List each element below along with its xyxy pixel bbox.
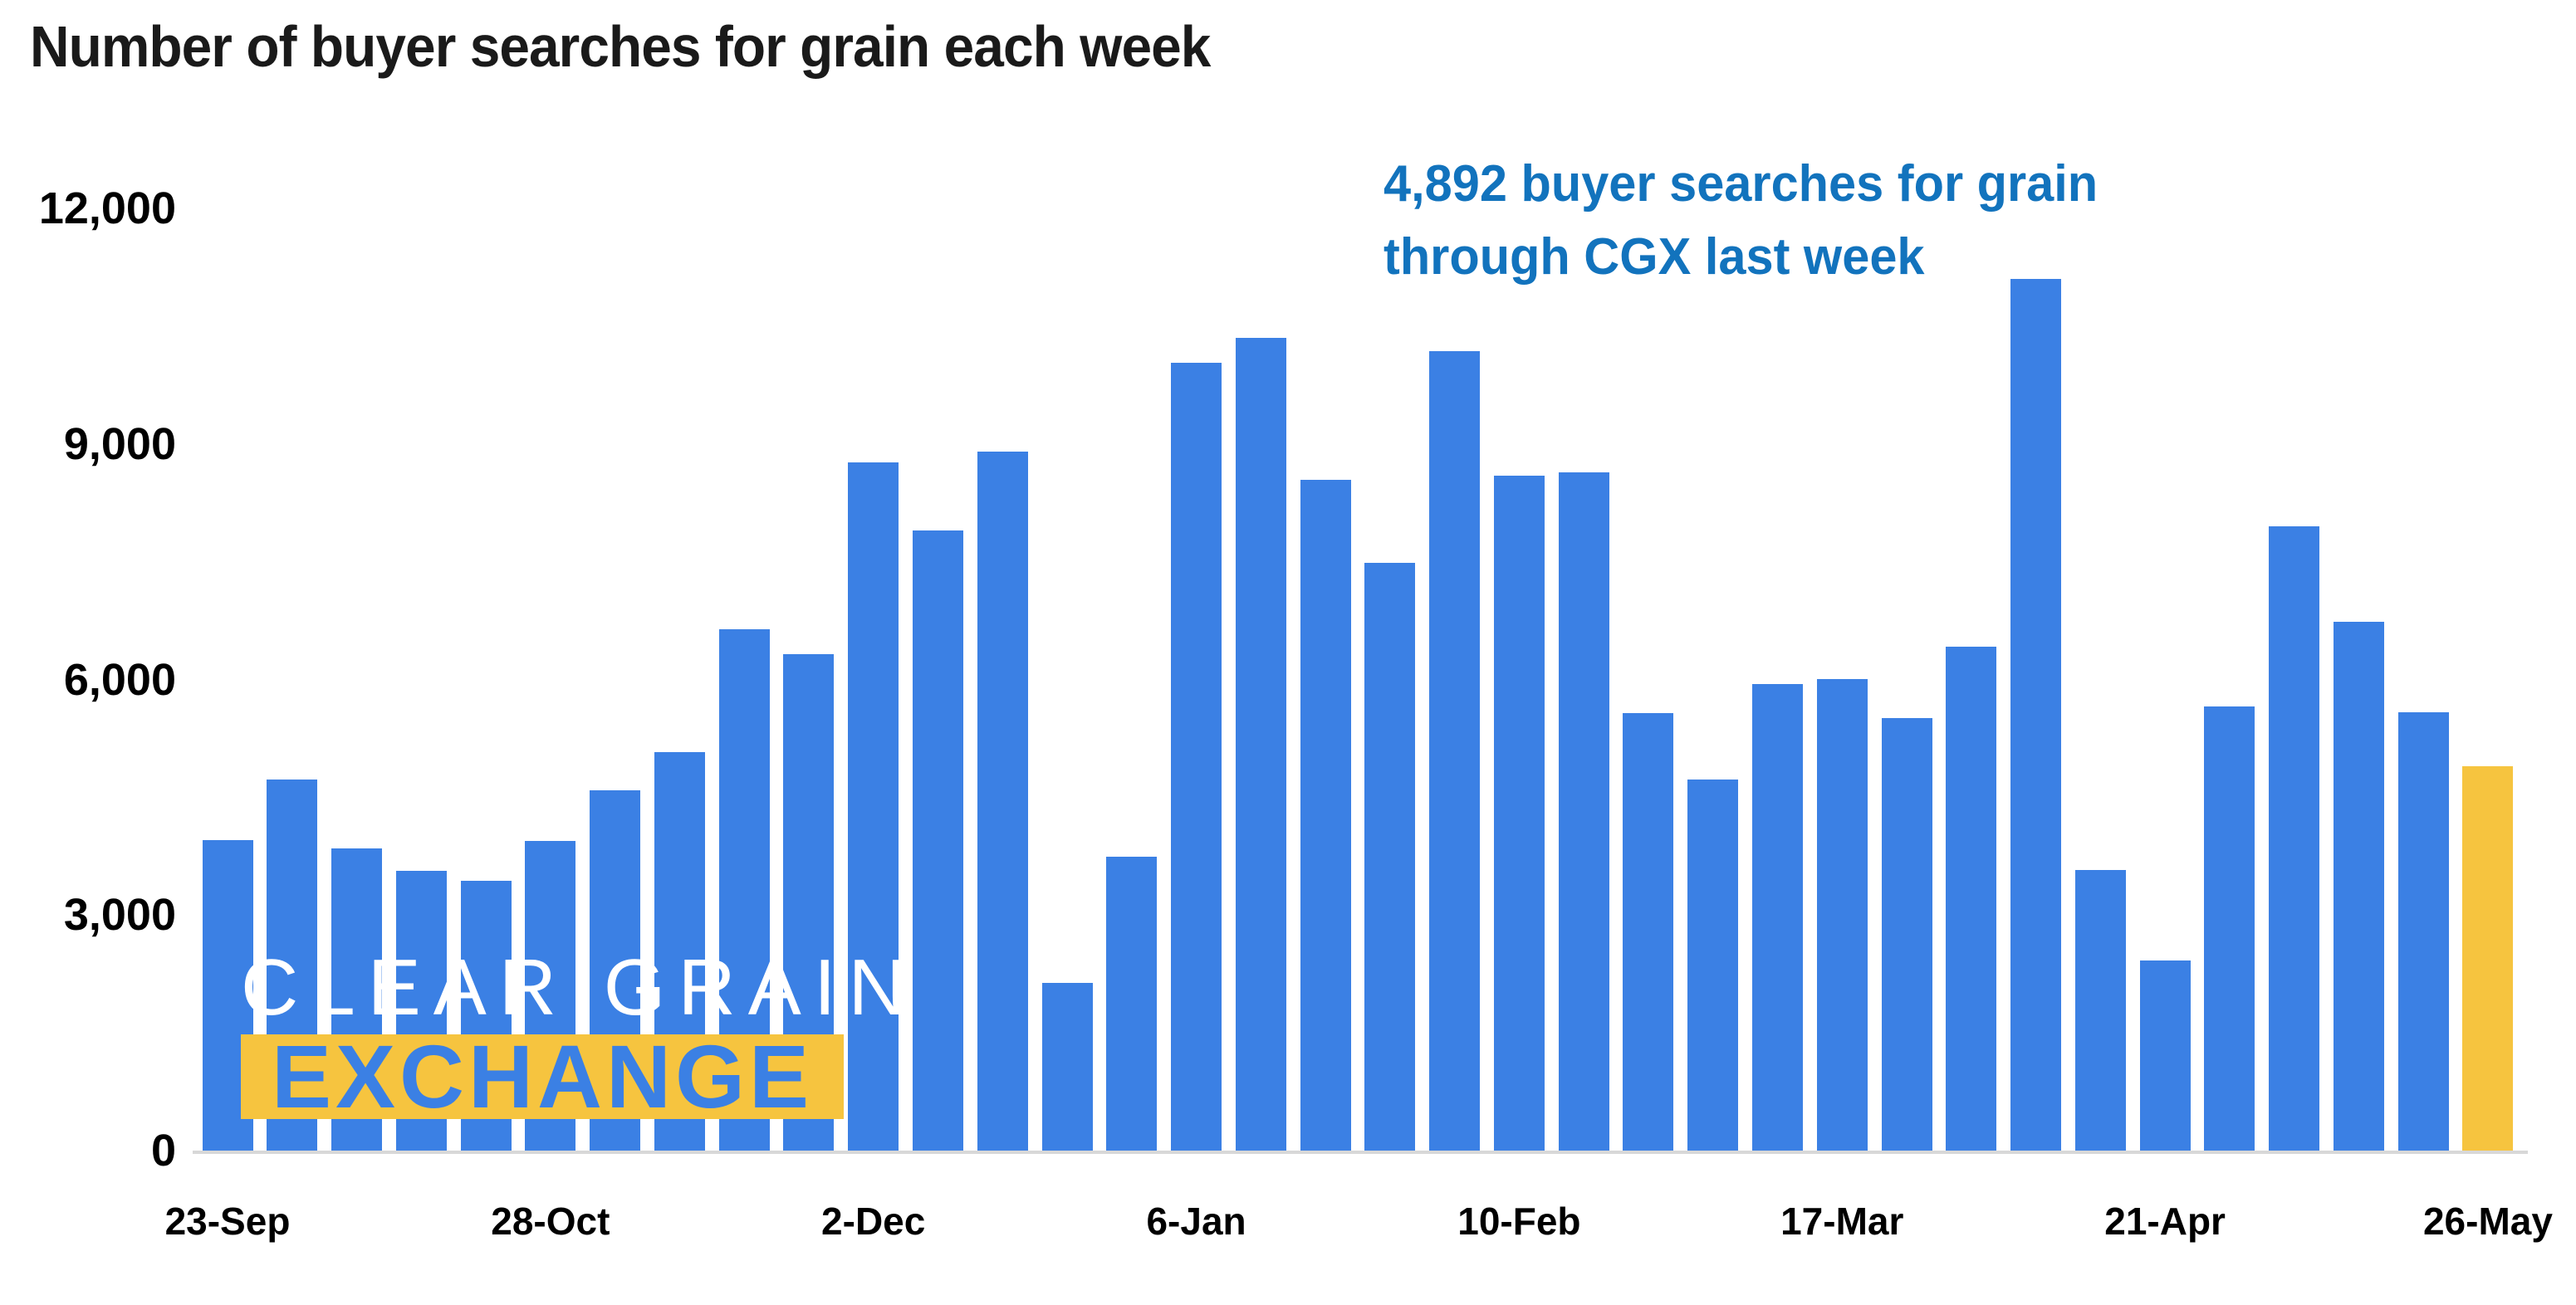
y-tick-label-0: 0 [150,1126,176,1175]
bar-26-May [2462,766,2514,1151]
x-tick-label-6-Jan: 6-Jan [1146,1200,1246,1243]
annotation-line-1: 4,892 buyer searches for grain [1383,155,2099,213]
x-tick-label-26-May: 26-May [2422,1200,2553,1243]
bar-9-Dec [912,530,963,1151]
bar-5-May [2269,526,2320,1151]
chart-annotation: 4,892 buyer searches for grain through C… [1383,148,2098,294]
bar-19-May [2397,712,2449,1151]
bar-14-Apr [2074,870,2126,1151]
watermark-line-exchange: EXCHANGE [241,1032,844,1122]
bar-27-Jan [1364,562,1416,1151]
bar-17-Feb [1558,472,1609,1151]
annotation-line-2: through CGX last week [1383,228,1925,286]
y-tick-label-12000: 12,000 [38,183,176,233]
bar-3-Feb [1429,351,1481,1151]
bar-24-Mar [1881,717,1932,1151]
bar-24-Feb [1623,713,1674,1151]
x-tick-label-23-Sep: 23-Sep [164,1200,291,1243]
y-tick-label-9000: 9,000 [63,418,176,469]
bar-30-Dec [1106,857,1158,1151]
bar-17-Mar [1816,678,1868,1151]
x-tick-label-10-Feb: 10-Feb [1457,1200,1581,1243]
x-tick-label-28-Oct: 28-Oct [491,1200,610,1243]
x-tick-label-21-Apr: 21-Apr [2104,1200,2226,1243]
chart-title: Number of buyer searches for grain each … [30,14,1211,79]
x-tick-label-2-Dec: 2-Dec [821,1200,926,1243]
bar-20-Jan [1300,480,1351,1151]
bar-31-Mar [1946,646,1997,1151]
watermark-line-clear-grain: CLEAR GRAIN [241,943,918,1032]
bar-12-May [2333,622,2384,1151]
bar-7-Apr [2010,279,2062,1151]
clear-grain-exchange-watermark: CLEAR GRAIN EXCHANGE [241,943,918,1122]
bar-28-Apr [2204,706,2255,1151]
bar-13-Jan [1235,338,1286,1151]
bar-10-Mar [1751,684,1803,1151]
y-tick-label-3000: 3,000 [63,890,176,941]
bar-23-Dec [1041,982,1093,1151]
x-tick-label-17-Mar: 17-Mar [1780,1200,1904,1243]
bar-2-Dec [848,462,899,1151]
bar-6-Jan [1171,363,1222,1151]
bar-16-Dec [977,452,1028,1151]
x-axis-line [193,1151,2528,1154]
bar-3-Mar [1687,779,1739,1151]
y-tick-label-6000: 6,000 [63,654,176,705]
bar-21-Apr [2139,960,2191,1151]
bar-10-Feb [1493,475,1545,1151]
